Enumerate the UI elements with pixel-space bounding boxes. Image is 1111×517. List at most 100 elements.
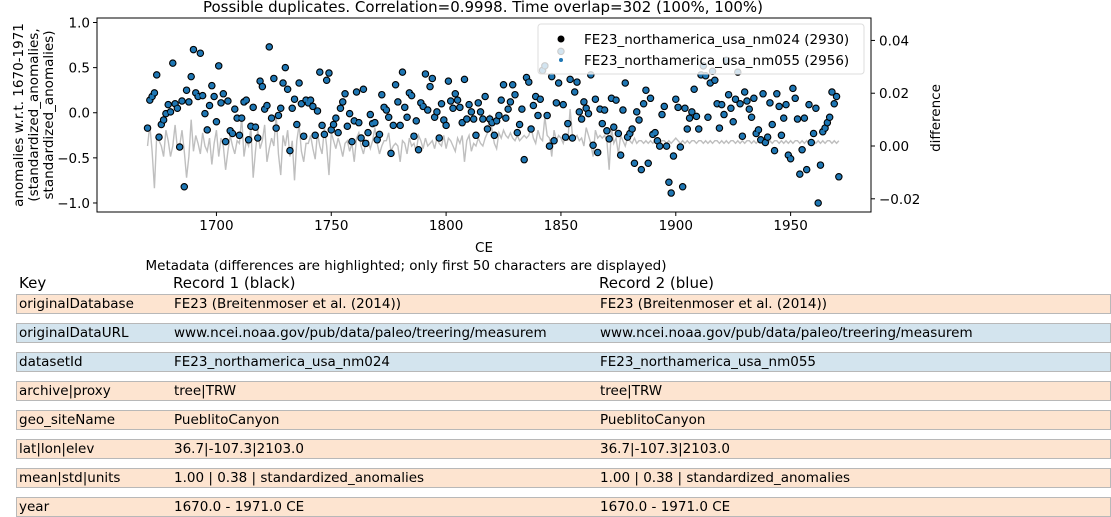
y-tick-label-left: −0.5 bbox=[57, 151, 90, 167]
point-record2 bbox=[173, 102, 177, 106]
point-record2 bbox=[805, 168, 809, 172]
point-record2 bbox=[414, 119, 418, 123]
point-record2 bbox=[362, 87, 366, 91]
point-record2 bbox=[447, 79, 451, 83]
point-record2 bbox=[286, 87, 290, 91]
point-record2 bbox=[768, 101, 772, 105]
point-record2 bbox=[263, 107, 267, 111]
point-record2 bbox=[493, 134, 497, 138]
header-record2: Record 2 (blue) bbox=[599, 274, 714, 292]
point-record2 bbox=[511, 83, 515, 87]
point-record2 bbox=[334, 116, 338, 120]
point-record2 bbox=[690, 110, 694, 114]
point-record2 bbox=[431, 77, 435, 81]
point-record2 bbox=[401, 70, 405, 74]
point-record2 bbox=[486, 127, 490, 131]
point-record2 bbox=[695, 115, 699, 119]
point-record2 bbox=[598, 107, 602, 111]
point-record2 bbox=[538, 97, 542, 101]
point-record2 bbox=[185, 88, 189, 92]
point-record2 bbox=[681, 185, 685, 189]
point-record2 bbox=[548, 144, 552, 148]
point-record2 bbox=[644, 88, 648, 92]
point-record2 bbox=[247, 138, 251, 142]
point-record2 bbox=[495, 119, 499, 123]
point-record2 bbox=[584, 106, 588, 110]
point-record2 bbox=[297, 81, 301, 85]
point-record2 bbox=[463, 78, 467, 82]
x-tick-label: 1700 bbox=[199, 218, 233, 234]
point-record2 bbox=[518, 123, 522, 127]
point-record2 bbox=[348, 112, 352, 116]
point-record2 bbox=[405, 115, 409, 119]
point-record2 bbox=[210, 84, 214, 88]
point-record2 bbox=[715, 102, 719, 106]
point-record2 bbox=[244, 98, 248, 102]
point-record2 bbox=[357, 121, 361, 125]
point-record2 bbox=[458, 106, 462, 110]
metadata-caption: Metadata (differences are highlighted; o… bbox=[0, 258, 812, 274]
point-record2 bbox=[215, 120, 219, 124]
point-record2 bbox=[453, 92, 457, 96]
point-record2 bbox=[320, 124, 324, 128]
x-tick-label: 1950 bbox=[773, 218, 807, 234]
point-record2 bbox=[189, 75, 193, 79]
metadata-record1-cell: 1.00 | 0.38 | standardized_anomalies bbox=[174, 469, 594, 488]
point-record2 bbox=[313, 134, 317, 138]
point-record2 bbox=[261, 85, 265, 89]
point-record2 bbox=[284, 66, 288, 70]
point-record2 bbox=[339, 106, 343, 110]
point-record2 bbox=[575, 80, 579, 84]
point-record2 bbox=[153, 91, 157, 95]
point-record2 bbox=[238, 134, 242, 138]
metadata-record2-cell: FE23_northamerica_usa_nm055 bbox=[600, 353, 1110, 372]
point-record2 bbox=[398, 124, 402, 128]
point-record2 bbox=[265, 104, 269, 108]
point-record2 bbox=[182, 185, 186, 189]
point-record2 bbox=[727, 93, 731, 97]
point-record2 bbox=[782, 116, 786, 120]
point-record2 bbox=[481, 117, 485, 121]
y-tick-label-right: 0.00 bbox=[879, 139, 909, 155]
point-record2 bbox=[683, 106, 687, 110]
metadata-row: archive|proxy tree|TRW tree|TRW bbox=[16, 381, 1111, 401]
point-record2 bbox=[267, 45, 271, 49]
point-record2 bbox=[497, 114, 501, 118]
point-record2 bbox=[224, 140, 228, 144]
metadata-row: lat|lon|elev 36.7|-107.3|2103.0 36.7|-107.… bbox=[16, 439, 1111, 459]
point-record2 bbox=[449, 99, 453, 103]
point-record2 bbox=[474, 134, 478, 138]
point-record2 bbox=[529, 127, 533, 131]
point-record2 bbox=[770, 123, 774, 127]
point-record2 bbox=[194, 91, 198, 95]
x-tick-label: 1750 bbox=[314, 218, 348, 234]
point-record2 bbox=[504, 116, 508, 120]
point-record2 bbox=[470, 110, 474, 114]
point-record2 bbox=[451, 106, 455, 110]
metadata-record2-cell: www.ncei.noaa.gov/pub/data/paleo/treerin… bbox=[600, 324, 1110, 343]
point-record2 bbox=[587, 112, 591, 116]
point-record2 bbox=[251, 106, 255, 110]
metadata-record1-cell: FE23_northamerica_usa_nm024 bbox=[174, 353, 594, 372]
metadata-key-cell: lat|lon|elev bbox=[19, 440, 169, 459]
point-record2 bbox=[256, 136, 260, 140]
point-record2 bbox=[355, 90, 359, 94]
point-record2 bbox=[743, 90, 747, 94]
metadata-row: mean|std|units 1.00 | 0.38 | standardized… bbox=[16, 468, 1111, 488]
point-record2 bbox=[633, 161, 637, 165]
point-record2 bbox=[617, 132, 621, 136]
point-record2 bbox=[816, 201, 820, 205]
point-record2 bbox=[212, 95, 216, 99]
point-record2 bbox=[718, 126, 722, 130]
metadata-record1-cell: 36.7|-107.3|2103.0 bbox=[174, 440, 594, 459]
point-record2 bbox=[536, 114, 540, 118]
point-record2 bbox=[437, 136, 441, 140]
point-record2 bbox=[359, 136, 363, 140]
point-record2 bbox=[373, 121, 377, 125]
point-record2 bbox=[667, 180, 671, 184]
point-record2 bbox=[385, 108, 389, 112]
legend-label-record2: FE23_northamerica_usa_nm055 (2956) bbox=[584, 53, 849, 69]
point-record2 bbox=[591, 143, 595, 147]
point-record2 bbox=[708, 81, 712, 85]
